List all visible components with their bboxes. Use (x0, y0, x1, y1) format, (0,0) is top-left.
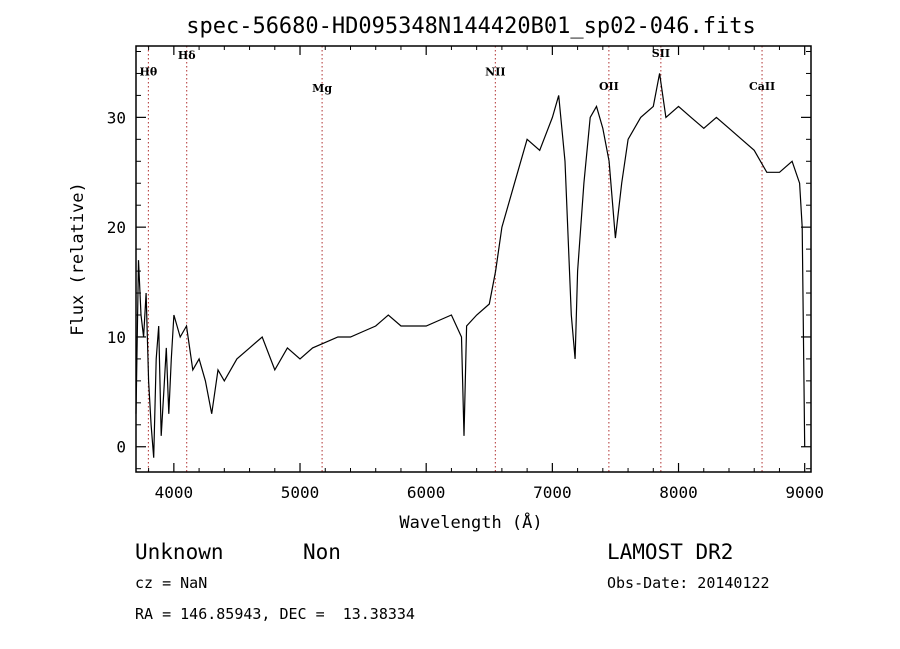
plot-frame (135, 45, 812, 473)
y-tick-label: 30 (107, 108, 126, 127)
spectral-line-markers (147, 46, 763, 472)
spectral-line-label: Hδ (178, 49, 196, 62)
y-axis-ticks: 0 10 20 30 (107, 50, 811, 470)
x-tick-label: 5000 (281, 483, 320, 502)
redshift-text: cz = NaN (135, 574, 207, 592)
x-tick-label: 9000 (785, 483, 824, 502)
object-class: Unknown (135, 540, 224, 564)
object-subclass: Non (303, 540, 341, 564)
spectrum-line (135, 73, 806, 458)
x-tick-label: 8000 (659, 483, 698, 502)
y-tick-label: 0 (116, 438, 126, 457)
spectral-line-label: SII (652, 47, 670, 60)
obs-date-text: Obs-Date: 20140122 (607, 574, 770, 592)
x-tick-label: 7000 (533, 483, 572, 502)
spectral-line-label: OII (599, 80, 619, 93)
y-tick-label: 10 (107, 328, 126, 347)
coords-text: RA = 146.85943, DEC = 13.38334 (135, 605, 415, 623)
y-axis-label: Flux (relative) (68, 182, 88, 336)
chart-title: spec-56680-HD095348N144420B01_sp02-046.f… (186, 14, 756, 39)
spectral-line-label: Hθ (139, 66, 157, 79)
y-tick-label: 20 (107, 218, 126, 237)
spectral-line-labels: Hθ Hδ Mg NII OII SII CaII (139, 47, 775, 95)
x-tick-label: 4000 (155, 483, 194, 502)
x-axis-label: Wavelength (Å) (399, 511, 542, 533)
spectral-line-label: Mg (312, 82, 332, 95)
survey-name: LAMOST DR2 (607, 540, 733, 564)
x-tick-label: 6000 (407, 483, 446, 502)
x-axis-ticks: 4000 5000 6000 7000 8000 9000 (148, 46, 824, 502)
spectral-line-label: NII (485, 66, 505, 79)
spectral-line-label: CaII (749, 80, 775, 93)
